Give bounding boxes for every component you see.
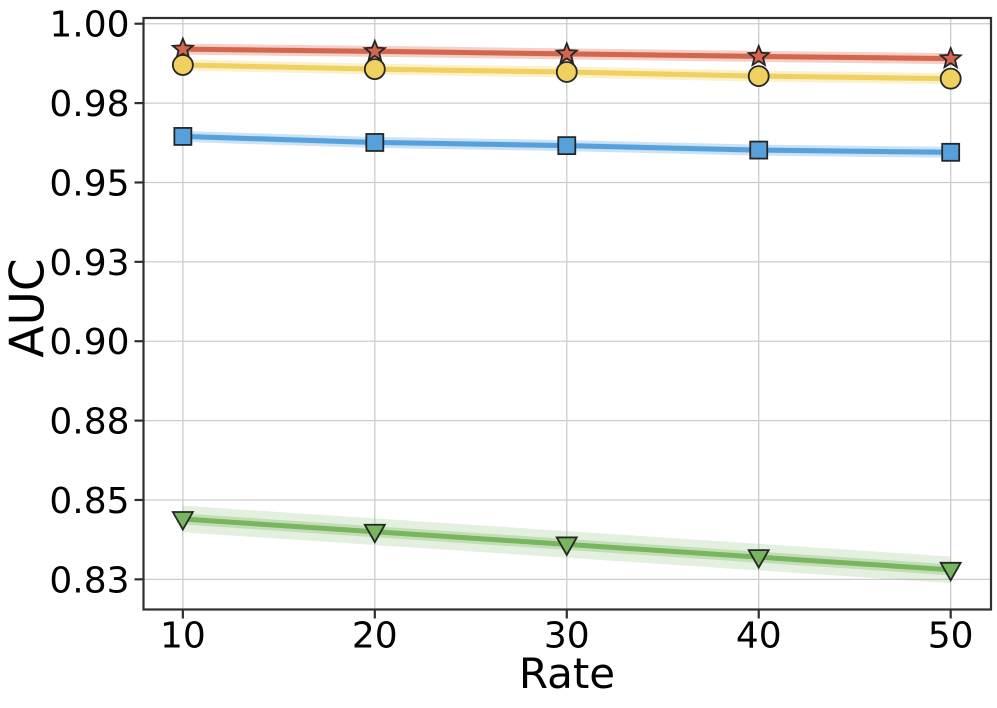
y-tick-label: 0.88	[49, 402, 129, 443]
x-tick-label: 40	[736, 616, 782, 657]
y-tick-label: 0.98	[49, 84, 129, 125]
y-axis-label: AUC	[0, 258, 56, 358]
y-tick-label: 1.00	[49, 5, 129, 46]
blue-square-series-marker-square	[173, 127, 193, 146]
x-tick-label: 20	[352, 616, 398, 657]
x-tick-label: 30	[544, 616, 590, 657]
y-tick-label: 0.90	[49, 322, 129, 363]
green-triangle-series-marker-triangle-down	[747, 549, 771, 570]
red-star-series-marker-star	[362, 38, 388, 62]
x-axis-label: Rate	[518, 649, 616, 698]
red-star-series-marker-star	[938, 45, 963, 70]
yellow-circle-series-marker-circle	[747, 65, 770, 88]
red-star-series-marker-star	[170, 36, 196, 60]
x-tick-label: 10	[160, 616, 206, 657]
yellow-circle-series-marker-circle	[939, 67, 962, 90]
red-star-series-marker-star	[554, 40, 580, 65]
y-tick-label: 0.85	[49, 481, 129, 522]
blue-square-series-marker-square	[941, 142, 961, 162]
y-tick-label: 0.93	[49, 243, 129, 284]
red-star-series-marker-star	[746, 43, 772, 67]
yellow-circle-series-marker-circle	[555, 61, 578, 83]
y-tick-label: 0.83	[49, 560, 129, 601]
yellow-circle-series-marker-circle	[171, 54, 194, 76]
green-triangle-series-marker-triangle-down	[171, 511, 195, 532]
blue-square-series-marker-square	[557, 136, 577, 156]
x-tick-label: 50	[928, 616, 974, 657]
green-triangle-series-marker-triangle-down	[555, 536, 579, 557]
yellow-circle-series-marker-circle	[363, 58, 386, 81]
green-triangle-series-marker-triangle-down	[939, 561, 963, 583]
blue-square-series-marker-square	[749, 140, 769, 160]
blue-square-series-marker-square	[365, 133, 385, 152]
green-triangle-series-marker-triangle-down	[363, 523, 387, 545]
y-tick-label: 0.95	[49, 163, 129, 204]
